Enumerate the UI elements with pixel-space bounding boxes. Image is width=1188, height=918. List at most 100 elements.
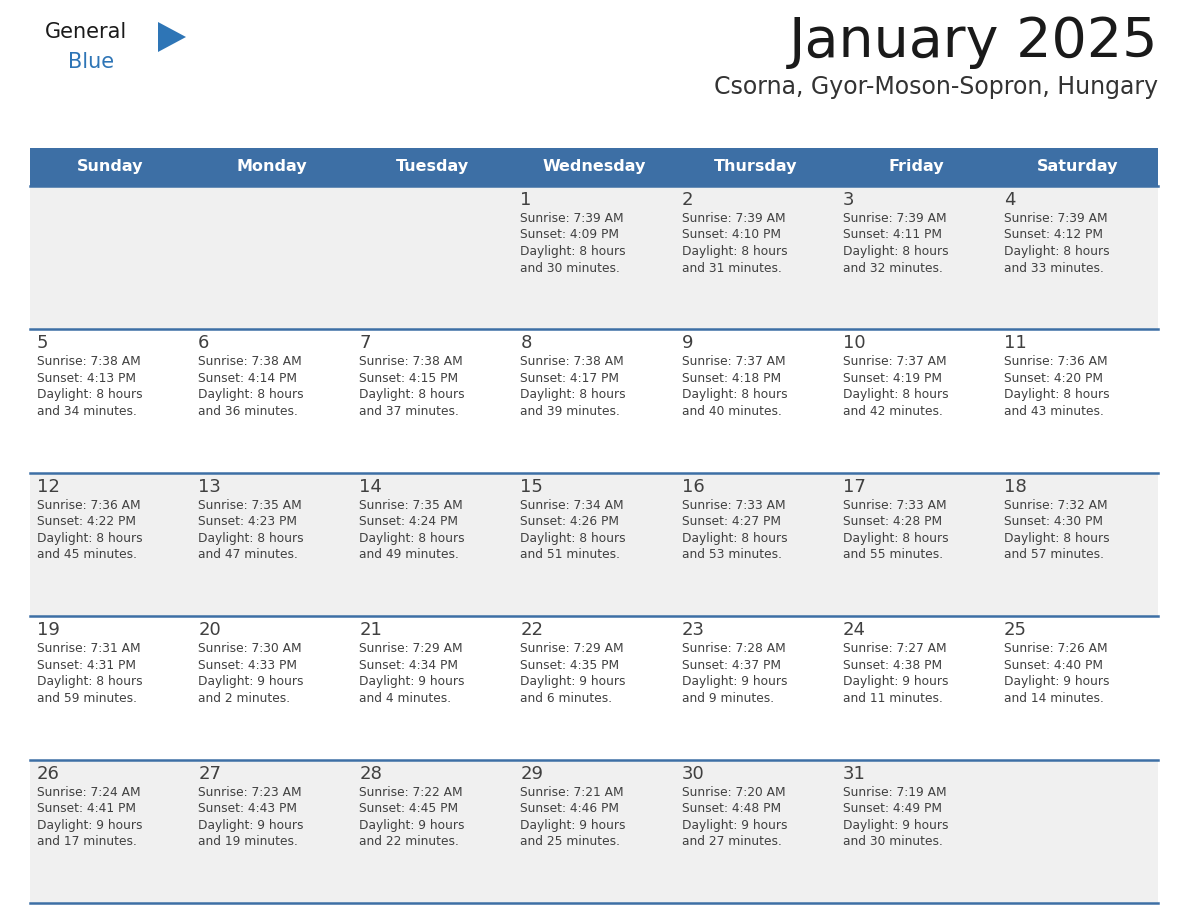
Text: 4: 4 [1004, 191, 1016, 209]
Text: Sunrise: 7:19 AM: Sunrise: 7:19 AM [842, 786, 947, 799]
Text: and 34 minutes.: and 34 minutes. [37, 405, 137, 418]
Text: 3: 3 [842, 191, 854, 209]
Text: Sunset: 4:35 PM: Sunset: 4:35 PM [520, 659, 620, 672]
Text: 21: 21 [359, 621, 383, 639]
Text: and 30 minutes.: and 30 minutes. [842, 835, 942, 848]
Text: Daylight: 8 hours: Daylight: 8 hours [682, 245, 788, 258]
Bar [30, 330, 1158, 473]
Text: Monday: Monday [236, 160, 307, 174]
Text: Sunset: 4:11 PM: Sunset: 4:11 PM [842, 229, 942, 241]
Text: and 53 minutes.: and 53 minutes. [682, 548, 782, 561]
Text: Sunset: 4:27 PM: Sunset: 4:27 PM [682, 515, 781, 528]
Text: Sunrise: 7:36 AM: Sunrise: 7:36 AM [1004, 355, 1107, 368]
Text: 18: 18 [1004, 477, 1026, 496]
Text: 15: 15 [520, 477, 543, 496]
Text: 20: 20 [198, 621, 221, 639]
Text: Daylight: 8 hours: Daylight: 8 hours [198, 532, 304, 544]
Text: Sunrise: 7:38 AM: Sunrise: 7:38 AM [198, 355, 302, 368]
Text: and 32 minutes.: and 32 minutes. [842, 262, 942, 274]
Text: Daylight: 8 hours: Daylight: 8 hours [37, 676, 143, 688]
Bar [30, 186, 1158, 330]
Text: Sunrise: 7:20 AM: Sunrise: 7:20 AM [682, 786, 785, 799]
Bar [30, 616, 1158, 759]
Text: and 31 minutes.: and 31 minutes. [682, 262, 782, 274]
Text: 7: 7 [359, 334, 371, 353]
Bar [30, 759, 1158, 903]
Text: and 17 minutes.: and 17 minutes. [37, 835, 137, 848]
Text: Sunset: 4:33 PM: Sunset: 4:33 PM [198, 659, 297, 672]
Text: Sunrise: 7:28 AM: Sunrise: 7:28 AM [682, 643, 785, 655]
Text: Friday: Friday [889, 160, 944, 174]
Text: Daylight: 8 hours: Daylight: 8 hours [359, 532, 465, 544]
Text: and 9 minutes.: and 9 minutes. [682, 691, 773, 705]
Text: Sunset: 4:18 PM: Sunset: 4:18 PM [682, 372, 781, 385]
Text: Sunrise: 7:34 AM: Sunrise: 7:34 AM [520, 498, 624, 512]
Text: Sunrise: 7:29 AM: Sunrise: 7:29 AM [359, 643, 463, 655]
Text: and 14 minutes.: and 14 minutes. [1004, 691, 1104, 705]
Text: and 6 minutes.: and 6 minutes. [520, 691, 613, 705]
Text: Daylight: 8 hours: Daylight: 8 hours [37, 532, 143, 544]
Text: 19: 19 [37, 621, 59, 639]
Text: Sunrise: 7:39 AM: Sunrise: 7:39 AM [682, 212, 785, 225]
Text: and 42 minutes.: and 42 minutes. [842, 405, 942, 418]
Text: Blue: Blue [68, 52, 114, 72]
Text: 16: 16 [682, 477, 704, 496]
Text: and 25 minutes.: and 25 minutes. [520, 835, 620, 848]
Text: Sunrise: 7:33 AM: Sunrise: 7:33 AM [682, 498, 785, 512]
Text: Sunrise: 7:31 AM: Sunrise: 7:31 AM [37, 643, 140, 655]
Polygon shape [158, 22, 187, 52]
Text: Daylight: 9 hours: Daylight: 9 hours [37, 819, 143, 832]
Text: and 59 minutes.: and 59 minutes. [37, 691, 137, 705]
Text: 30: 30 [682, 765, 704, 783]
Text: Thursday: Thursday [713, 160, 797, 174]
Text: Sunset: 4:13 PM: Sunset: 4:13 PM [37, 372, 135, 385]
Text: Sunrise: 7:36 AM: Sunrise: 7:36 AM [37, 498, 140, 512]
Text: Sunrise: 7:35 AM: Sunrise: 7:35 AM [198, 498, 302, 512]
Text: Sunrise: 7:30 AM: Sunrise: 7:30 AM [198, 643, 302, 655]
Text: Sunset: 4:20 PM: Sunset: 4:20 PM [1004, 372, 1102, 385]
Text: Daylight: 9 hours: Daylight: 9 hours [520, 676, 626, 688]
Text: Sunrise: 7:38 AM: Sunrise: 7:38 AM [359, 355, 463, 368]
Text: 5: 5 [37, 334, 49, 353]
Text: 28: 28 [359, 765, 383, 783]
Text: and 55 minutes.: and 55 minutes. [842, 548, 943, 561]
Text: and 22 minutes.: and 22 minutes. [359, 835, 459, 848]
Text: Daylight: 8 hours: Daylight: 8 hours [520, 532, 626, 544]
Text: Sunset: 4:30 PM: Sunset: 4:30 PM [1004, 515, 1102, 528]
Text: 10: 10 [842, 334, 865, 353]
Text: Sunset: 4:37 PM: Sunset: 4:37 PM [682, 659, 781, 672]
Text: Daylight: 9 hours: Daylight: 9 hours [842, 676, 948, 688]
Text: Sunrise: 7:37 AM: Sunrise: 7:37 AM [682, 355, 785, 368]
Text: Sunset: 4:38 PM: Sunset: 4:38 PM [842, 659, 942, 672]
Text: Daylight: 8 hours: Daylight: 8 hours [1004, 532, 1110, 544]
Text: Daylight: 8 hours: Daylight: 8 hours [37, 388, 143, 401]
Text: and 11 minutes.: and 11 minutes. [842, 691, 942, 705]
Text: and 37 minutes.: and 37 minutes. [359, 405, 459, 418]
Text: and 2 minutes.: and 2 minutes. [198, 691, 290, 705]
Text: and 39 minutes.: and 39 minutes. [520, 405, 620, 418]
Text: Sunrise: 7:39 AM: Sunrise: 7:39 AM [1004, 212, 1107, 225]
Text: and 51 minutes.: and 51 minutes. [520, 548, 620, 561]
Text: Daylight: 8 hours: Daylight: 8 hours [198, 388, 304, 401]
Bar [30, 473, 1158, 616]
Text: Daylight: 8 hours: Daylight: 8 hours [682, 532, 788, 544]
Text: 27: 27 [198, 765, 221, 783]
Text: 13: 13 [198, 477, 221, 496]
Text: Sunset: 4:26 PM: Sunset: 4:26 PM [520, 515, 619, 528]
Text: Sunset: 4:31 PM: Sunset: 4:31 PM [37, 659, 135, 672]
Text: Daylight: 9 hours: Daylight: 9 hours [1004, 676, 1110, 688]
Text: Sunset: 4:46 PM: Sunset: 4:46 PM [520, 802, 619, 815]
Text: and 47 minutes.: and 47 minutes. [198, 548, 298, 561]
Text: Daylight: 8 hours: Daylight: 8 hours [682, 388, 788, 401]
Text: Sunset: 4:12 PM: Sunset: 4:12 PM [1004, 229, 1102, 241]
Text: Daylight: 8 hours: Daylight: 8 hours [842, 532, 948, 544]
Text: 25: 25 [1004, 621, 1026, 639]
Text: and 36 minutes.: and 36 minutes. [198, 405, 298, 418]
Text: Sunset: 4:09 PM: Sunset: 4:09 PM [520, 229, 619, 241]
Text: Sunset: 4:48 PM: Sunset: 4:48 PM [682, 802, 781, 815]
Text: Daylight: 8 hours: Daylight: 8 hours [359, 388, 465, 401]
Text: 12: 12 [37, 477, 59, 496]
Text: Sunset: 4:19 PM: Sunset: 4:19 PM [842, 372, 942, 385]
Text: Sunrise: 7:35 AM: Sunrise: 7:35 AM [359, 498, 463, 512]
Text: Sunset: 4:10 PM: Sunset: 4:10 PM [682, 229, 781, 241]
